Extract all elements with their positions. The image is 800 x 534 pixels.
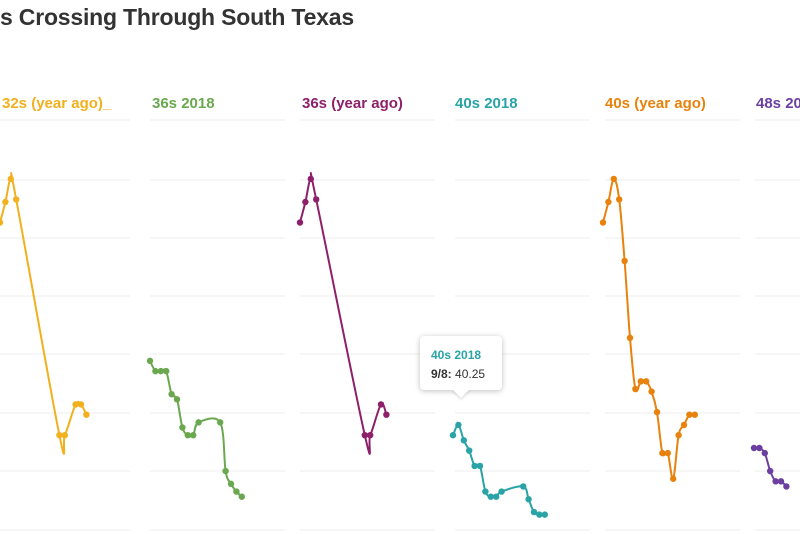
data-point[interactable] — [536, 511, 543, 518]
data-point[interactable] — [302, 198, 309, 206]
data-point[interactable] — [605, 198, 612, 206]
data-point[interactable] — [168, 390, 175, 398]
data-point[interactable] — [455, 421, 462, 429]
tooltip-title: 40s 2018 — [431, 348, 482, 362]
data-point[interactable] — [761, 449, 768, 457]
data-point[interactable] — [383, 411, 390, 418]
data-point[interactable] — [377, 401, 385, 408]
data-point[interactable] — [637, 378, 644, 385]
data-point[interactable] — [643, 378, 650, 385]
data-point[interactable] — [233, 488, 240, 495]
data-point[interactable] — [621, 257, 628, 265]
data-point[interactable] — [296, 219, 304, 226]
panel-3: 36s (year ago) — [296, 95, 403, 455]
data-point[interactable] — [626, 334, 634, 342]
data-point[interactable] — [163, 367, 170, 375]
series-line — [0, 172, 88, 455]
panel-2: 36s 2018 — [146, 95, 245, 500]
data-point[interactable] — [653, 408, 661, 416]
data-point[interactable] — [61, 431, 68, 439]
data-point[interactable] — [2, 198, 9, 206]
data-point[interactable] — [610, 175, 617, 183]
data-point[interactable] — [777, 478, 785, 485]
small-multiples: 32s (year ago)_ 36s 2018 36s (year ago) 40s… — [0, 95, 800, 518]
data-point[interactable] — [599, 219, 607, 226]
data-point[interactable] — [648, 388, 655, 395]
series-title: 36s 2018 — [152, 95, 215, 112]
data-point[interactable] — [146, 357, 154, 365]
data-point[interactable] — [520, 483, 527, 490]
panel-5: 40s (year ago) — [599, 95, 706, 482]
data-point[interactable] — [367, 431, 374, 439]
data-point[interactable] — [680, 421, 688, 429]
data-point[interactable] — [195, 419, 202, 426]
tooltip-line: 9/8: 40.25 — [431, 367, 485, 381]
data-point[interactable] — [157, 367, 164, 375]
data-point[interactable] — [498, 488, 505, 495]
data-point[interactable] — [783, 483, 790, 490]
data-point[interactable] — [632, 385, 639, 393]
tooltip-key: 9/8: — [431, 367, 452, 381]
data-point[interactable] — [691, 411, 698, 418]
data-point[interactable] — [460, 437, 467, 444]
series-title: 48s 2018 — [756, 95, 800, 112]
panel-4: 40s 2018 — [449, 95, 548, 518]
data-point[interactable] — [487, 493, 494, 500]
data-point[interactable] — [482, 488, 489, 495]
data-point[interactable] — [307, 175, 314, 183]
series-line — [149, 360, 243, 498]
data-point[interactable] — [227, 480, 235, 488]
series-title: 32s (year ago)_ — [2, 95, 112, 112]
series-title: 40s (year ago) — [605, 95, 706, 112]
data-point[interactable] — [361, 431, 368, 439]
data-point[interactable] — [313, 196, 320, 203]
series-title: 36s (year ago) — [302, 95, 403, 112]
data-point[interactable] — [190, 431, 197, 439]
data-point[interactable] — [756, 444, 763, 452]
data-point[interactable] — [670, 475, 677, 482]
series-line — [299, 172, 388, 455]
data-point[interactable] — [83, 411, 90, 418]
data-point[interactable] — [471, 462, 478, 470]
data-point[interactable] — [77, 401, 85, 408]
data-point[interactable] — [476, 462, 484, 470]
data-point[interactable] — [72, 401, 79, 408]
data-point[interactable] — [767, 467, 774, 475]
data-point[interactable] — [449, 431, 457, 439]
tooltip-arrow — [452, 389, 470, 398]
panel-1: 32s (year ago)_ — [0, 95, 112, 455]
series-title: 40s 2018 — [455, 95, 518, 112]
data-point[interactable] — [13, 196, 20, 203]
data-point[interactable] — [686, 411, 693, 418]
tooltip: 40s 2018 9/8: 40.25 — [420, 336, 502, 390]
page-title: s Crossing Through South Texas — [0, 4, 354, 30]
data-point[interactable] — [56, 431, 63, 439]
data-point[interactable] — [772, 478, 779, 485]
data-point[interactable] — [222, 467, 229, 475]
data-point[interactable] — [0, 219, 4, 226]
data-point[interactable] — [664, 449, 671, 457]
data-point[interactable] — [179, 424, 186, 431]
data-point[interactable] — [750, 444, 758, 452]
data-point[interactable] — [541, 511, 548, 518]
data-point[interactable] — [525, 496, 532, 503]
data-point[interactable] — [184, 431, 191, 439]
data-point[interactable] — [152, 367, 159, 375]
data-point[interactable] — [466, 447, 473, 454]
data-point[interactable] — [616, 196, 623, 203]
gridlines — [0, 119, 800, 531]
tooltip-value: 40.25 — [455, 367, 486, 381]
data-point[interactable] — [675, 431, 682, 439]
data-point[interactable] — [238, 493, 245, 500]
panel-6: 48s 2018 — [750, 95, 800, 490]
data-point[interactable] — [659, 449, 666, 457]
data-point[interactable] — [7, 175, 14, 183]
data-point[interactable] — [217, 419, 224, 426]
data-point[interactable] — [530, 508, 538, 516]
data-point[interactable] — [173, 396, 181, 403]
data-point[interactable] — [493, 493, 500, 500]
